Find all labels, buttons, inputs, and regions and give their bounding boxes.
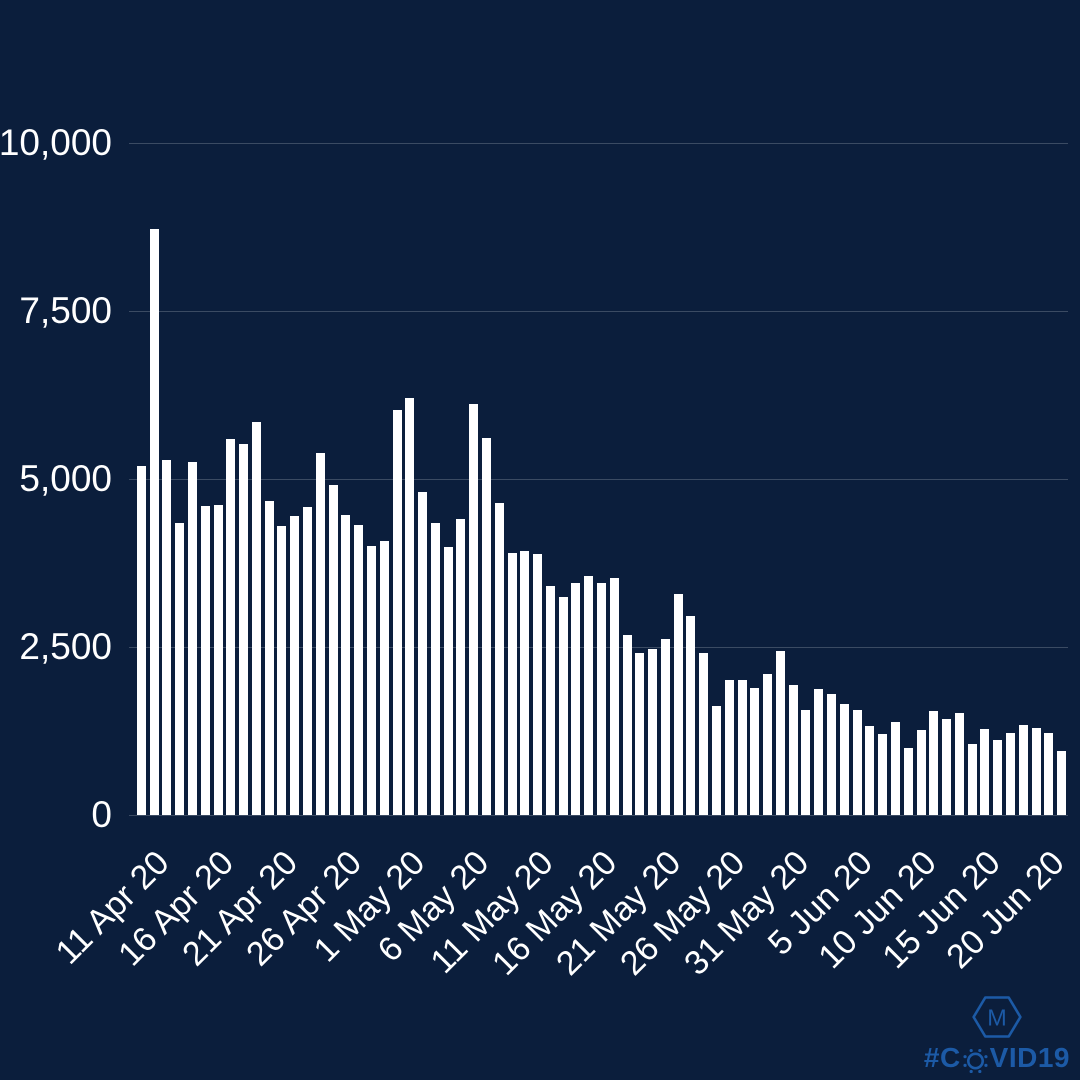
- bar: [1044, 732, 1054, 815]
- covid-hashtag: #C VID19: [924, 1042, 1070, 1074]
- bar: [200, 505, 210, 815]
- bar: [673, 594, 683, 815]
- bar: [418, 492, 428, 815]
- bar: [469, 404, 479, 815]
- bar: [162, 459, 172, 815]
- y-axis-label: 5,000: [19, 458, 112, 499]
- bar: [136, 465, 146, 815]
- y-axis-label: 0: [91, 794, 112, 835]
- bar: [149, 229, 159, 815]
- bar: [379, 541, 389, 815]
- bar: [648, 648, 658, 815]
- y-axis-label: 10,000: [0, 122, 112, 163]
- bar: [392, 409, 402, 815]
- bar: [456, 518, 466, 815]
- bar: [239, 443, 249, 815]
- bar: [520, 551, 530, 815]
- bar: [878, 734, 888, 815]
- bar: [507, 553, 517, 815]
- hashtag-text-start: #C: [923, 1042, 961, 1073]
- bar: [609, 577, 619, 815]
- bar: [750, 688, 760, 815]
- bar: [1031, 727, 1041, 815]
- bar: [341, 515, 351, 815]
- bar: [251, 421, 261, 815]
- bar: [443, 547, 453, 815]
- plot-area: [129, 143, 1068, 816]
- bar: [686, 616, 696, 815]
- bar: [724, 680, 734, 815]
- bar: [571, 583, 581, 815]
- bar: [890, 721, 900, 815]
- bar: [967, 744, 977, 815]
- bar: [814, 689, 824, 815]
- hashtag-text-end: VID19: [989, 1042, 1070, 1073]
- bar: [175, 523, 185, 815]
- bar: [290, 515, 300, 815]
- bar: [622, 634, 632, 815]
- bar: [533, 554, 543, 815]
- bar: [929, 711, 939, 815]
- gridline: [129, 143, 1068, 144]
- bar: [788, 684, 798, 815]
- bar: [597, 583, 606, 815]
- bar: [699, 653, 709, 815]
- bar: [1005, 733, 1015, 815]
- logo-letter: M: [987, 1005, 1007, 1031]
- bar-series: [135, 143, 1068, 815]
- bar: [852, 710, 862, 815]
- virus-spikes: [963, 1048, 988, 1073]
- bar: [545, 586, 555, 815]
- gridline: [129, 479, 1068, 480]
- bar: [494, 502, 504, 815]
- bar: [635, 652, 645, 815]
- bar: [993, 740, 1003, 815]
- gridline: [129, 311, 1068, 312]
- bar: [839, 704, 849, 815]
- bar: [1018, 724, 1028, 815]
- watermark: M #C VID19: [924, 994, 1070, 1074]
- bar: [405, 398, 415, 815]
- bar: [865, 725, 875, 815]
- bar: [584, 575, 594, 815]
- bar: [954, 713, 964, 815]
- bar: [264, 500, 274, 815]
- bar: [1057, 750, 1067, 815]
- hexagon-m-logo-icon: M: [972, 996, 1022, 1038]
- y-axis-label: 2,500: [19, 626, 112, 667]
- bar: [712, 705, 722, 815]
- bar: [775, 650, 785, 815]
- bar: [213, 504, 223, 815]
- bar: [188, 462, 197, 815]
- bar: [916, 729, 926, 815]
- bar: [481, 437, 491, 815]
- bar: [315, 453, 325, 815]
- gridline: [129, 815, 1068, 816]
- bar: [763, 674, 773, 815]
- bar: [980, 729, 990, 815]
- bar: [660, 639, 670, 815]
- y-axis-label: 7,500: [19, 290, 112, 331]
- bar: [430, 523, 440, 815]
- virus-icon: [963, 1048, 988, 1073]
- bar: [354, 525, 364, 815]
- bar: [277, 525, 287, 815]
- bar: [801, 709, 811, 815]
- bar: [827, 693, 837, 815]
- bar: [303, 507, 313, 815]
- bar: [737, 679, 747, 815]
- bar: [226, 438, 236, 815]
- bar: [366, 546, 376, 815]
- bar: [328, 484, 338, 815]
- bar: [942, 719, 952, 815]
- bar: [903, 747, 913, 815]
- bar: [558, 597, 568, 815]
